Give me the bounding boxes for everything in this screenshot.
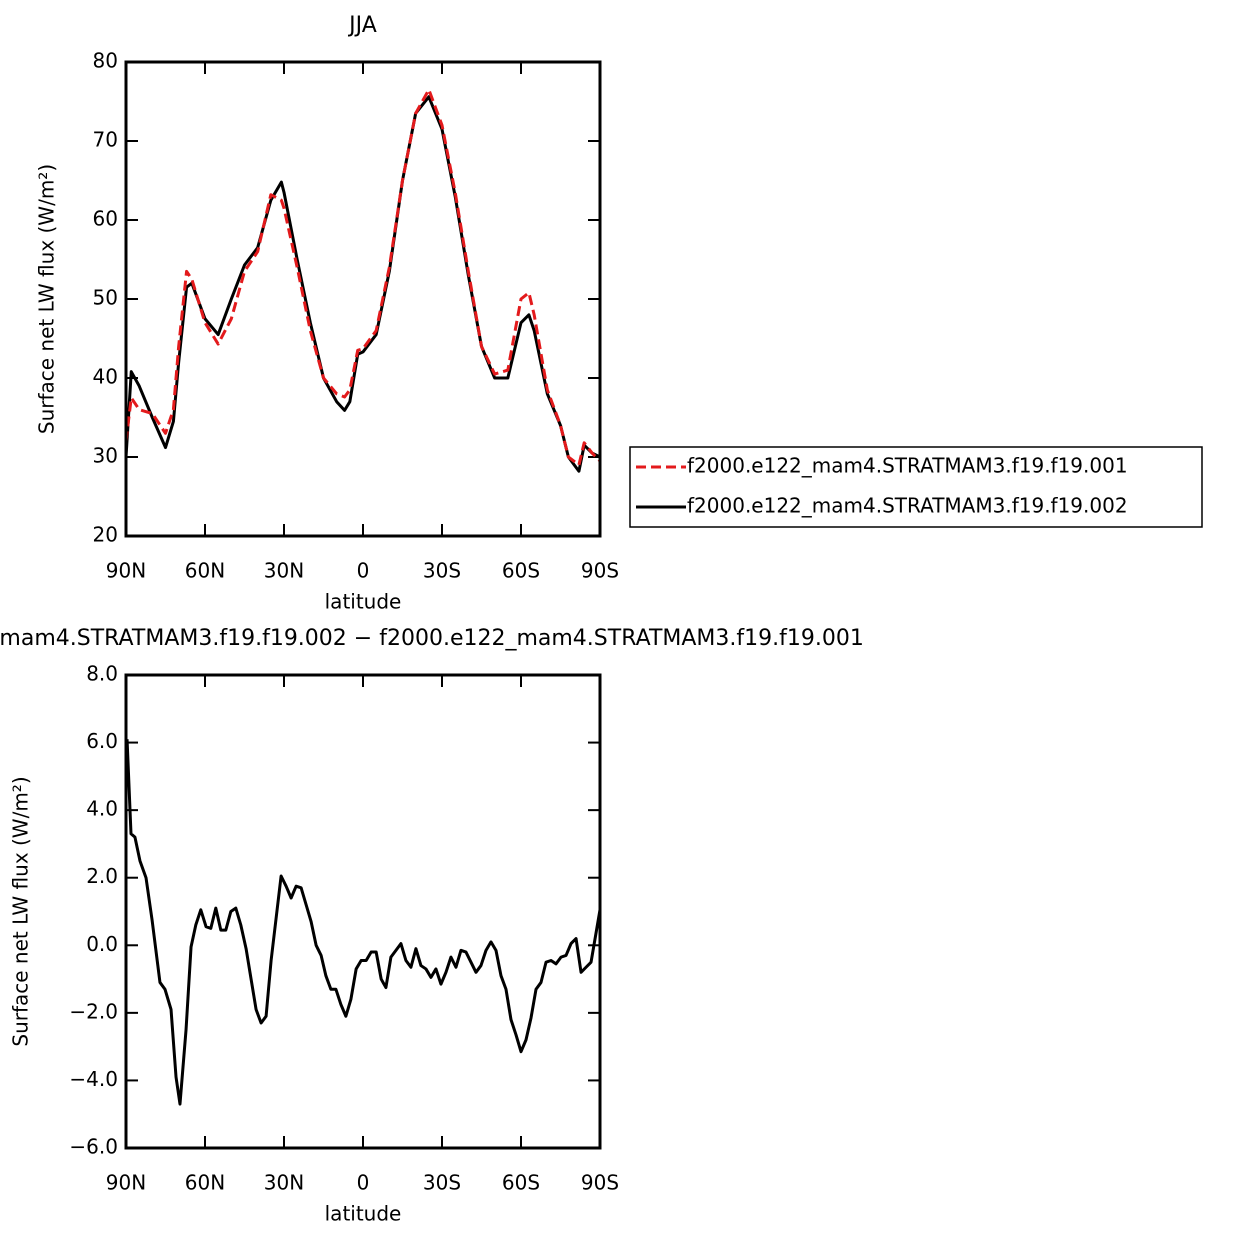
plot-frame [124, 673, 602, 1150]
x-axis-label: latitude [325, 590, 402, 614]
x-tick-label: 60S [502, 1171, 540, 1195]
x-tick-label: 90N [106, 559, 146, 583]
data-line [124, 88, 602, 467]
y-tick-label: 80 [93, 49, 118, 73]
y-tick-label: 20 [93, 523, 118, 547]
y-tick-label: 2.0 [86, 864, 118, 888]
y-tick-label: 50 [93, 286, 118, 310]
legend-label: f2000.e122_mam4.STRATMAM3.f19.f19.002 [687, 494, 1128, 518]
y-tick-label: 8.0 [86, 662, 118, 686]
y-axis-label: Surface net LW flux (W/m²) [35, 164, 59, 434]
y-tick-label: 0.0 [86, 932, 118, 956]
plot-frame [124, 60, 602, 538]
x-tick-label: 90S [581, 559, 619, 583]
legend-label: f2000.e122_mam4.STRATMAM3.f19.f19.001 [687, 454, 1128, 478]
y-tick-label: −6.0 [69, 1135, 118, 1159]
y-tick-label: 70 [93, 128, 118, 152]
data-line [125, 739, 602, 1106]
y-tick-label: 6.0 [86, 729, 118, 753]
x-axis-label: latitude [325, 1202, 402, 1226]
chart-title: f2000.e122_mam4.STRATMAM3.f19.f19.002 − … [0, 626, 864, 651]
y-tick-label: −2.0 [69, 999, 118, 1023]
x-tick-label: 30N [264, 1171, 304, 1195]
x-tick-label: 0 [357, 559, 370, 583]
x-tick-label: 60S [502, 559, 540, 583]
data-line [124, 95, 601, 473]
chart-title: JJA [347, 13, 377, 38]
x-tick-label: 90S [581, 1171, 619, 1195]
x-tick-label: 90N [106, 1171, 146, 1195]
x-tick-label: 30S [423, 559, 461, 583]
y-tick-label: 30 [93, 444, 118, 468]
x-tick-label: 30S [423, 1171, 461, 1195]
x-tick-label: 30N [264, 559, 304, 583]
legend-box [629, 446, 1203, 528]
x-tick-label: 60N [185, 1171, 225, 1195]
x-tick-label: 60N [185, 559, 225, 583]
y-tick-label: 40 [93, 365, 118, 389]
y-tick-label: 60 [93, 207, 118, 231]
y-tick-label: 4.0 [86, 797, 118, 821]
y-axis-label: Surface net LW flux (W/m²) [9, 776, 33, 1046]
y-tick-label: −4.0 [69, 1067, 118, 1091]
x-tick-label: 0 [357, 1171, 370, 1195]
